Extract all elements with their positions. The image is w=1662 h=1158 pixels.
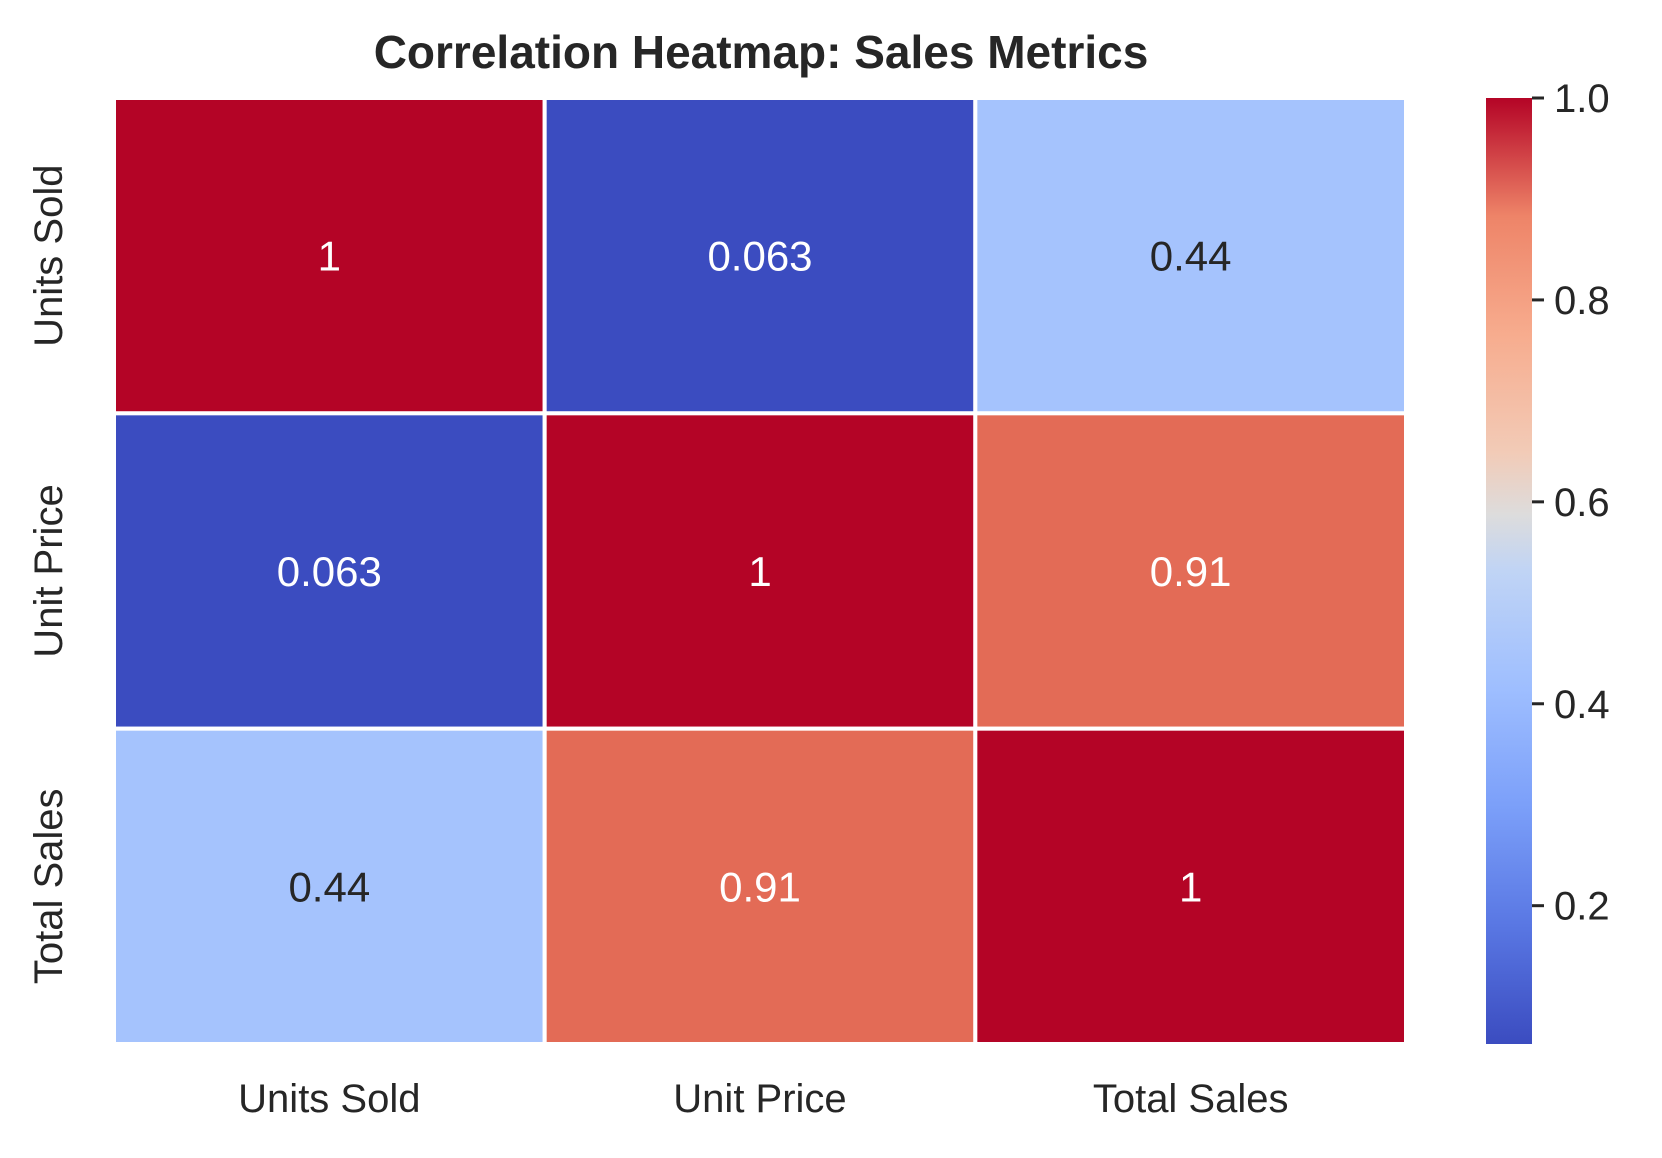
colorbar-tick-label: 0.6 xyxy=(1554,481,1610,525)
heatmap-cell xyxy=(973,96,1408,416)
heatmap-cell xyxy=(112,96,547,416)
cell-value-label: 0.44 xyxy=(288,863,370,910)
colorbar: 0.2 0.4 0.6 0.8 1.0 xyxy=(1486,77,1610,1044)
heatmap-cell-labels: 1 0.063 0.44 0.063 1 0.91 0.44 0.91 1 xyxy=(277,233,1232,911)
colorbar-tick-label: 0.8 xyxy=(1554,279,1610,323)
heatmap-cells xyxy=(112,96,1408,1047)
cell-value-label: 1 xyxy=(318,233,341,280)
y-tick-label: Units Sold xyxy=(27,165,71,347)
heatmap-cell xyxy=(973,411,1408,731)
colorbar-ticks: 0.2 0.4 0.6 0.8 1.0 xyxy=(1532,77,1610,929)
heatmap-cell xyxy=(542,411,978,731)
colorbar-gradient xyxy=(1486,98,1532,1044)
cell-value-label: 1 xyxy=(748,548,771,595)
y-tick-label: Total Sales xyxy=(27,788,71,984)
cell-value-label: 0.063 xyxy=(707,233,812,280)
colorbar-tick-label: 0.2 xyxy=(1554,885,1610,929)
cell-value-label: 0.91 xyxy=(1150,548,1232,595)
chart-title: Correlation Heatmap: Sales Metrics xyxy=(374,26,1149,78)
cell-value-label: 0.063 xyxy=(277,548,382,595)
x-axis-tick-labels: Units Sold Unit Price Total Sales xyxy=(238,1077,1288,1121)
heatmap-cell xyxy=(973,726,1408,1047)
heatmap-cell xyxy=(112,411,547,731)
heatmap-cell xyxy=(112,726,547,1047)
y-axis-tick-labels: Units Sold Unit Price Total Sales xyxy=(27,165,71,985)
colorbar-tick-label: 0.4 xyxy=(1554,683,1610,727)
colorbar-tick-label: 1.0 xyxy=(1554,77,1610,121)
x-tick-label: Unit Price xyxy=(673,1077,846,1121)
y-tick-label: Unit Price xyxy=(27,484,71,657)
x-tick-label: Units Sold xyxy=(238,1077,420,1121)
heatmap-cell xyxy=(542,96,978,416)
x-tick-label: Total Sales xyxy=(1093,1077,1289,1121)
heatmap-cell xyxy=(542,726,978,1047)
cell-value-label: 0.91 xyxy=(719,863,801,910)
cell-value-label: 1 xyxy=(1179,863,1202,910)
cell-value-label: 0.44 xyxy=(1150,233,1232,280)
